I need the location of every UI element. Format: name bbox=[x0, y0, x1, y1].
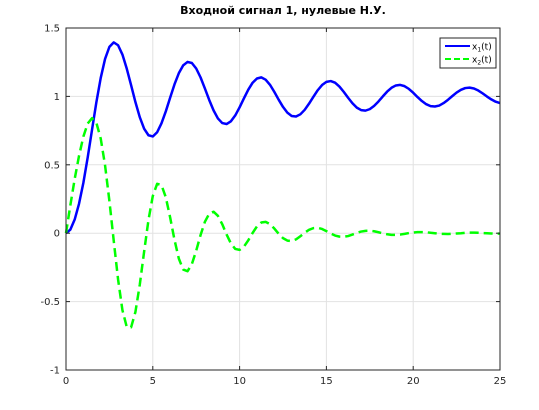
plot-area bbox=[66, 28, 500, 370]
chart-title: Входной сигнал 1, нулевые Н.У. bbox=[180, 4, 386, 17]
x-tick-label: 15 bbox=[320, 376, 333, 387]
series-line-1 bbox=[65, 41, 501, 235]
x-tick-label: 20 bbox=[407, 376, 420, 387]
x-tick-label: 10 bbox=[233, 376, 246, 387]
x-tick-label: 5 bbox=[150, 376, 156, 387]
axis-ticks: 0 5 10 15 20 25 -1 -0.5 0 0.5 1 1.5 bbox=[40, 24, 506, 388]
y-tick-label: 0.5 bbox=[44, 160, 60, 171]
plot-frame bbox=[65, 27, 501, 371]
y-tick-label: -1 bbox=[50, 366, 60, 377]
legend-label-x1: x1(t) bbox=[472, 43, 492, 54]
legend-box bbox=[439, 37, 497, 69]
legend-label-x2: x2(t) bbox=[472, 56, 492, 67]
series-line-2 bbox=[64, 116, 500, 329]
x-tick-label: 0 bbox=[63, 376, 69, 387]
legend: x1(t) x2(t) bbox=[439, 37, 497, 69]
y-tick-label: 1 bbox=[54, 92, 60, 103]
y-tick-label: 0 bbox=[54, 229, 60, 240]
data-series bbox=[64, 41, 501, 329]
x-tick-label: 25 bbox=[494, 376, 507, 387]
y-tick-label: 1.5 bbox=[44, 24, 60, 35]
y-tick-label: -0.5 bbox=[40, 297, 60, 308]
